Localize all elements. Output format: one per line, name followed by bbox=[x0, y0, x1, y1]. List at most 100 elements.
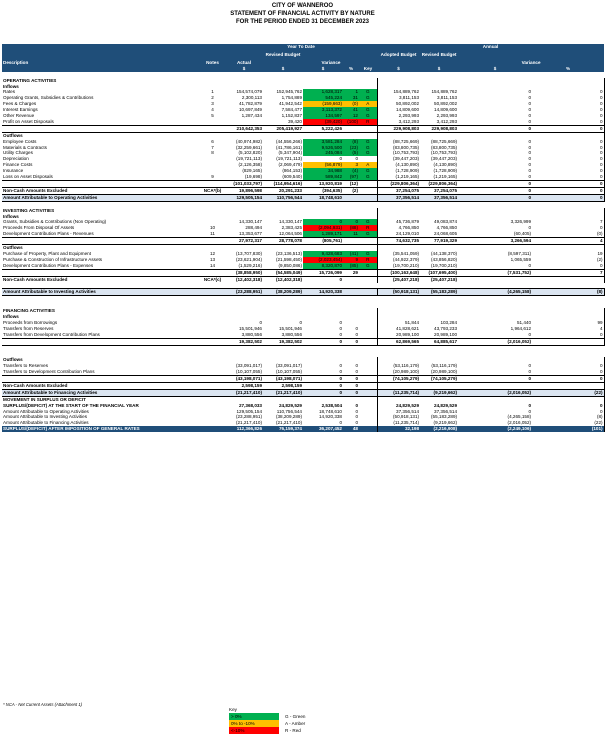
section-heading: Inflows bbox=[2, 313, 605, 320]
cell-notes bbox=[200, 337, 225, 346]
cell-variance-annual: 0 bbox=[528, 89, 532, 95]
cell-revised-budget-annual: (55,183,289) bbox=[430, 414, 458, 420]
cell-key: G bbox=[359, 138, 378, 145]
cell-variance-annual: 0 bbox=[528, 262, 532, 268]
cell-adopted-budget: (100,163,648) bbox=[377, 268, 421, 277]
cell-revised-budget-annual: 2,293,993 bbox=[436, 113, 458, 119]
cell-key bbox=[359, 276, 378, 283]
cell-variance-pct-annual: (0) bbox=[532, 231, 605, 238]
cell-adopted-budget: 32,198 bbox=[377, 426, 421, 433]
table-row: Development Contribution Plans - Expense… bbox=[2, 262, 605, 270]
cell-revised-budget: (114,954,616) bbox=[263, 180, 303, 188]
financial-activity-table: Year To Date Annual Revised Budget Adopt… bbox=[2, 44, 605, 433]
cell-variance: (2,023,454) bbox=[303, 256, 343, 263]
cell-description: Purchase of Property, Plant and Equipmen… bbox=[3, 250, 92, 256]
cell-actual: (1,529,216) bbox=[238, 262, 263, 268]
cell-adopted-budget: 41,828,621 bbox=[396, 325, 420, 331]
cell-actual: (23,621,904) bbox=[235, 256, 262, 262]
cell-variance-pct-annual: 7 bbox=[532, 219, 605, 226]
cell-revised-budget-annual: (43,856,820) bbox=[430, 256, 458, 262]
cell-revised-budget-annual: (19,700,210) bbox=[430, 262, 458, 268]
cell-variance-pct-annual: 19 bbox=[532, 250, 605, 257]
cell-revised-budget-annual: (83,800,735) bbox=[430, 144, 458, 150]
unit-pct: % bbox=[343, 65, 359, 72]
cell-key bbox=[359, 420, 378, 427]
cell-variance-pct: 0 bbox=[355, 382, 358, 388]
cell-variance: 8,320,870 bbox=[303, 262, 343, 270]
cell-variance-annual: 51,440 bbox=[516, 319, 532, 325]
legend-item-amber: 0% to -10% A - Amber bbox=[229, 720, 306, 727]
cell-key: G bbox=[359, 174, 378, 181]
cell-revised-budget-annual: (20,989,100) bbox=[430, 369, 458, 375]
legend-item-green: > 0% G - Green bbox=[229, 713, 306, 720]
cell-variance-annual: (60,405) bbox=[513, 231, 532, 237]
cell-variance-pct-annual: 0 bbox=[532, 193, 605, 202]
table-row: Insurance (829,165) (864,153) 34,988 (4) G (1,… bbox=[2, 168, 605, 175]
cell-variance-annual: 0 bbox=[528, 174, 532, 180]
cell-variance-pct: 0 bbox=[355, 402, 358, 408]
cell-description: Inflows bbox=[3, 83, 19, 89]
table-row: Loss on Asset Disposals 9 (19,698) (609,540… bbox=[2, 174, 605, 181]
col-revised-2: Revised Budget bbox=[420, 49, 459, 60]
cell-revised-budget-annual: (44,138,370) bbox=[430, 250, 458, 256]
legend-item-red: <-10% R - Red bbox=[229, 727, 301, 734]
unit-var-annual: $ bbox=[458, 65, 533, 72]
cell-description: Other Revenue bbox=[3, 113, 35, 119]
cell-adopted-budget bbox=[377, 382, 420, 389]
cell-variance: 0 bbox=[339, 156, 342, 162]
cell-actual: 112,366,826 bbox=[225, 426, 263, 433]
cell-revised-budget-annual: 64,885,617 bbox=[420, 337, 459, 346]
legend-title: Key bbox=[229, 707, 237, 712]
cell-variance-pct-annual: 4 bbox=[532, 325, 605, 332]
cell-variance-pct: 29 bbox=[343, 268, 359, 277]
section-heading: Outflows bbox=[2, 244, 605, 251]
cell-key: G bbox=[359, 219, 378, 226]
cell-actual: (19,698) bbox=[244, 174, 262, 180]
cell-actual: 3,880,556 bbox=[241, 331, 262, 337]
cell-adopted-budget: (35,541,059) bbox=[392, 250, 420, 256]
cell-variance-pct: 1 bbox=[343, 89, 359, 96]
cell-notes bbox=[200, 388, 225, 397]
cell-variance: 2,538,504 bbox=[321, 402, 342, 408]
cell-actual: (38,858,950) bbox=[225, 268, 263, 277]
cell-revised-budget: (33,091,017) bbox=[275, 363, 302, 369]
cell-variance-pct-annual: (8) bbox=[532, 414, 605, 421]
cell-variance: 0 bbox=[339, 325, 342, 331]
cell-variance-annual: 0 bbox=[458, 180, 533, 188]
cell-adopted-budget: 45,736,879 bbox=[396, 219, 420, 225]
cell-description: Amount Attributable to Investing Activit… bbox=[3, 414, 88, 420]
cell-variance: 3,581,284 bbox=[303, 138, 343, 145]
cell-description: Amount Attributable to Financing Activit… bbox=[3, 420, 89, 426]
cell-revised-budget: (21,217,410) bbox=[275, 420, 302, 426]
cell-description: Amount Attributable to Investing Activit… bbox=[2, 288, 200, 297]
cell-variance-pct: 31 bbox=[343, 95, 359, 102]
cell-description: Transfers to Reserves bbox=[3, 363, 49, 369]
cell-variance-pct-annual: 0 bbox=[532, 95, 605, 102]
cell-revised-budget-annual: (1,728,909) bbox=[433, 168, 458, 174]
unit-revised-annual: $ bbox=[420, 65, 459, 72]
cell-key: G bbox=[359, 144, 378, 151]
cell-description: Depreciation bbox=[3, 156, 29, 162]
cell-variance-annual: 0 bbox=[458, 193, 533, 202]
cell-notes bbox=[200, 382, 225, 389]
cell-actual: (40,974,982) bbox=[235, 138, 262, 144]
cell-variance-pct-annual: 0 bbox=[532, 408, 605, 415]
cell-revised-budget-annual: 154,889,762 bbox=[431, 89, 458, 95]
cell-variance-pct-annual bbox=[532, 396, 605, 403]
unit-adopted: $ bbox=[377, 65, 421, 72]
table-row: Transfers to Development Contribution Pl… bbox=[2, 369, 605, 376]
table-row: Operating Grants, Subsidies & Contributi… bbox=[2, 95, 605, 102]
cell-adopted-budget: 62,869,565 bbox=[377, 337, 421, 346]
cell-notes bbox=[200, 124, 225, 133]
cell-variance-annual: 0 bbox=[528, 118, 532, 124]
cell-actual: 41,782,879 bbox=[239, 101, 262, 107]
cell-notes: 6 bbox=[211, 138, 214, 144]
cell-key bbox=[359, 213, 378, 220]
cell-revised-budget: 1,754,889 bbox=[281, 95, 302, 101]
cell-actual: 10,697,849 bbox=[239, 107, 262, 113]
cell-variance-pct-annual bbox=[532, 382, 605, 390]
cell-actual: 154,574,079 bbox=[236, 89, 262, 95]
cell-adopted-budget: (20,989,100) bbox=[392, 369, 420, 375]
cell-variance-annual: 0 bbox=[528, 156, 532, 162]
cell-key: G bbox=[359, 231, 378, 238]
